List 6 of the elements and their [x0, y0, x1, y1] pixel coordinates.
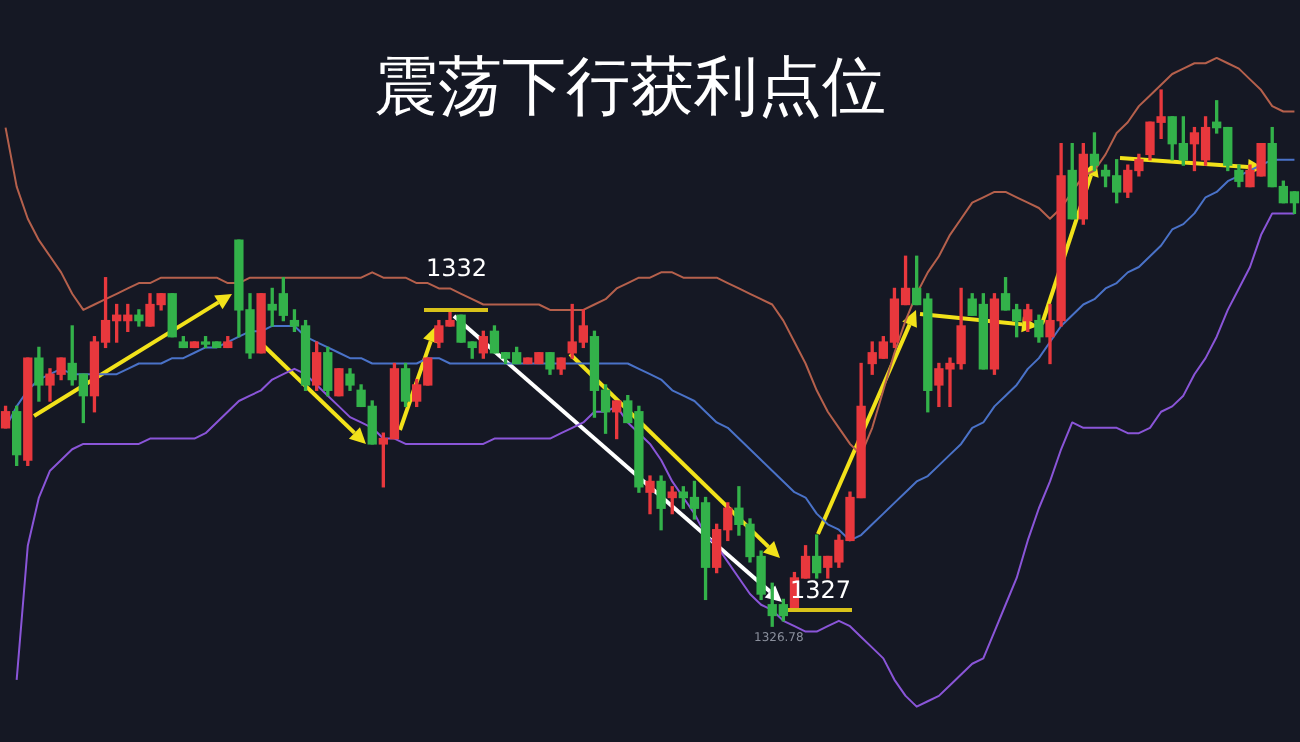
- candlestick: [256, 293, 266, 354]
- chart-title: 震荡下行获利点位: [372, 46, 888, 128]
- candlestick: [334, 368, 344, 397]
- candlestick: [189, 341, 200, 349]
- candlestick: [167, 293, 177, 338]
- annotation: 1332: [426, 254, 488, 283]
